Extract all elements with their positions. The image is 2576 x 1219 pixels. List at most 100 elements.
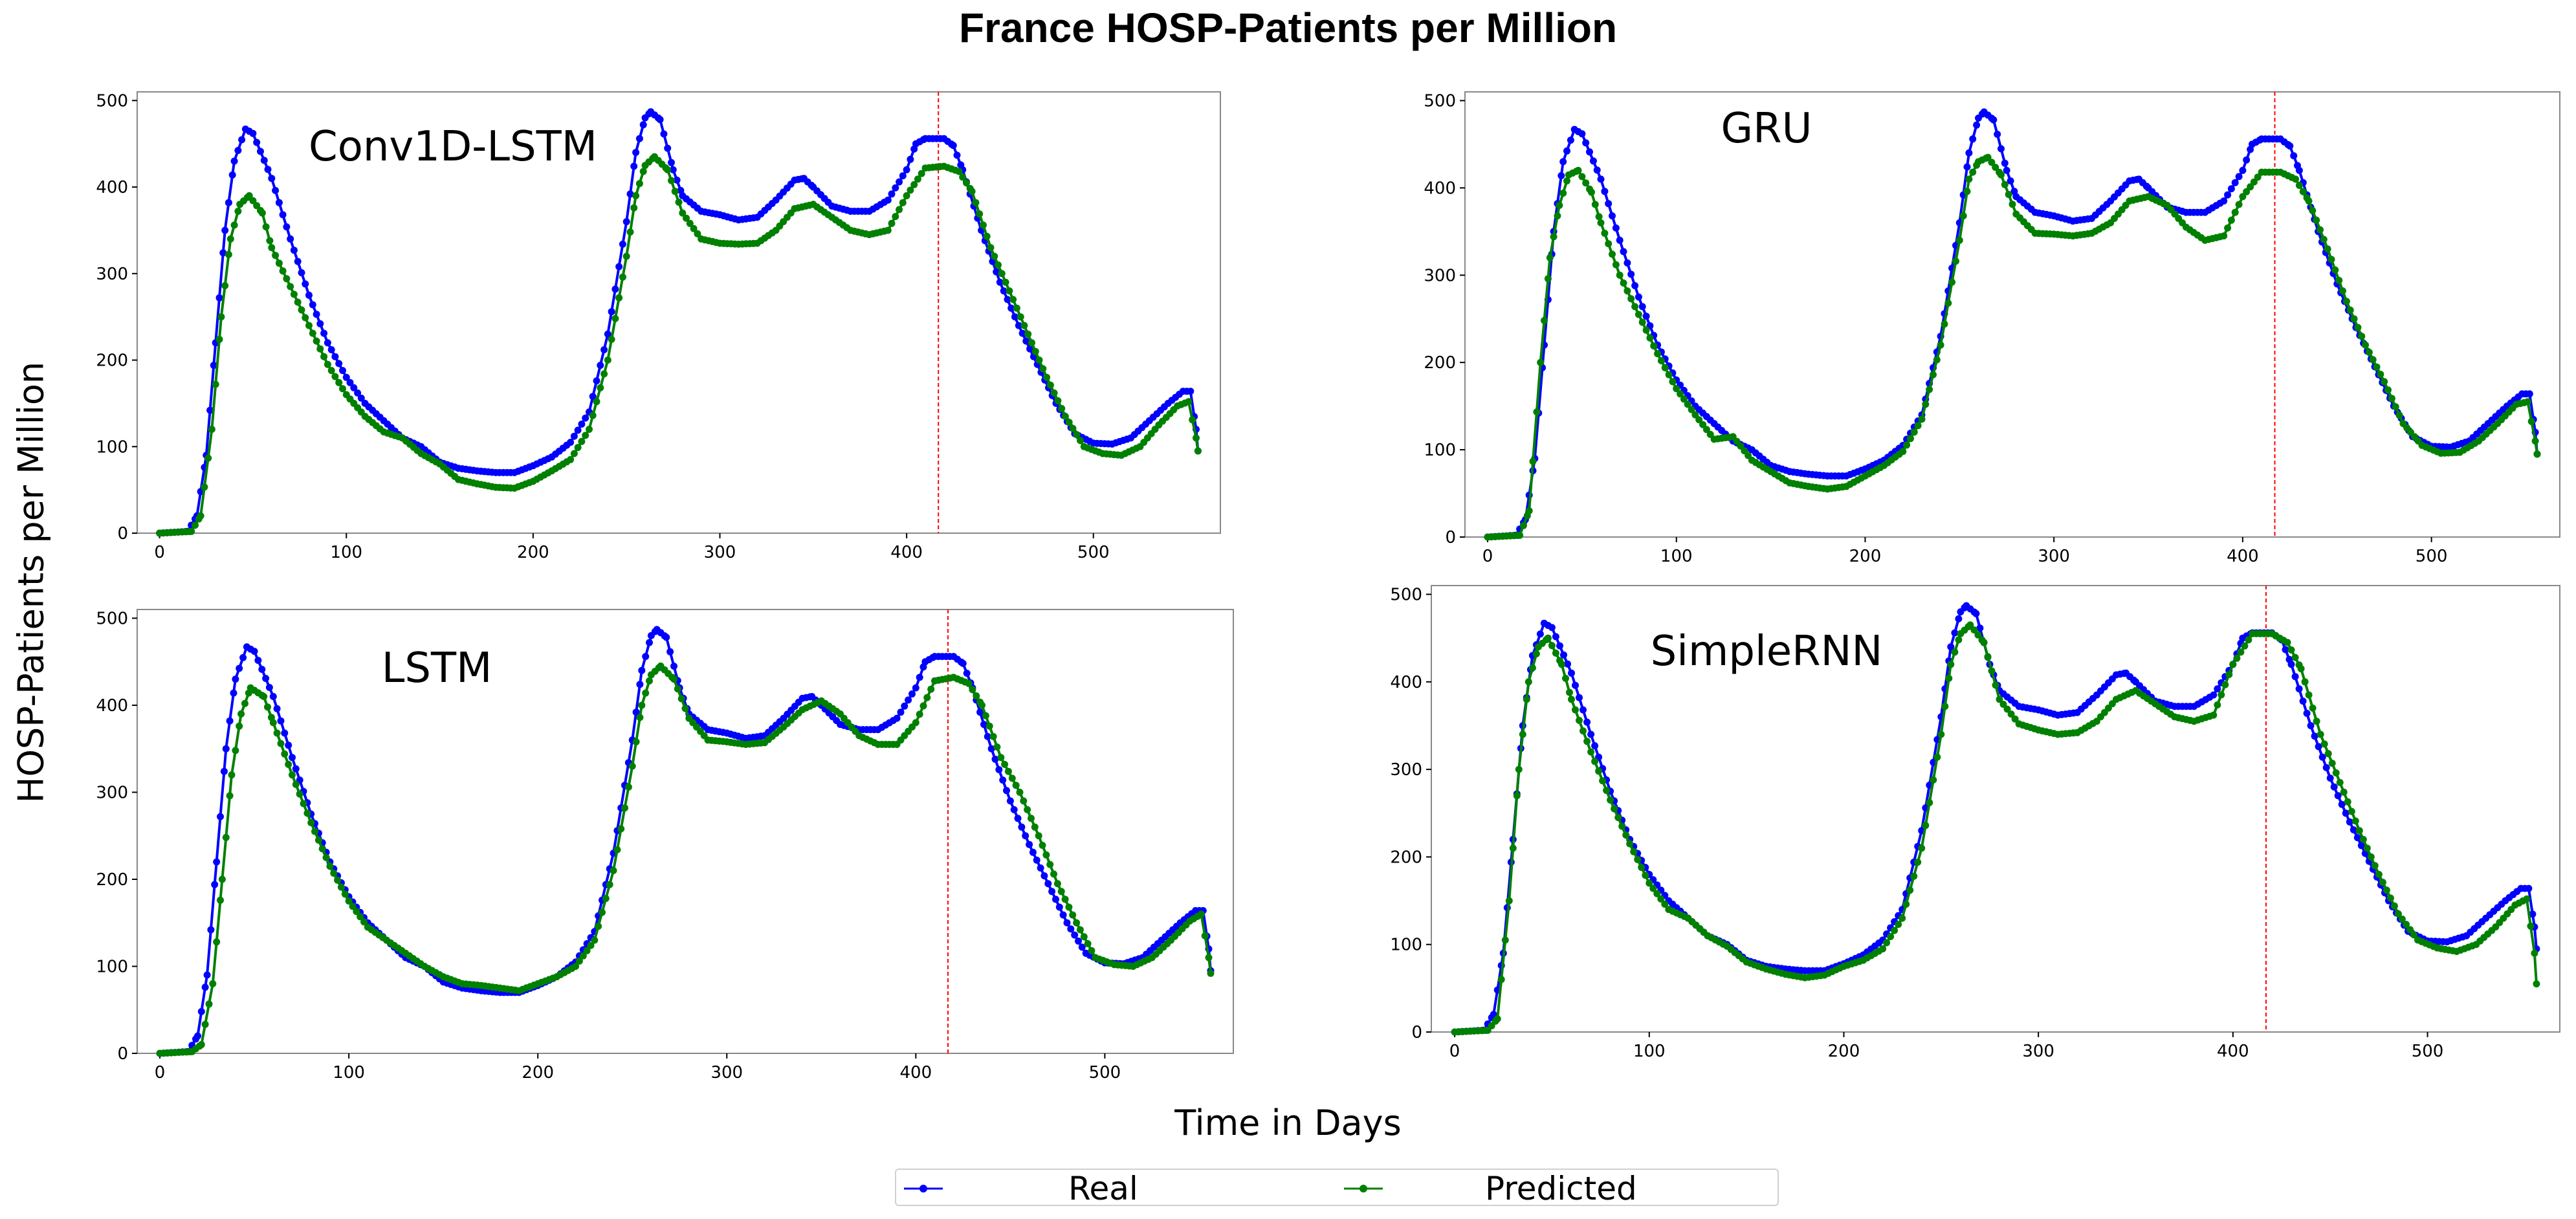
conv1d-lstm-predicted-point	[597, 384, 604, 391]
simplernn-real-point	[2342, 809, 2350, 817]
gru-predicted-point	[2235, 201, 2243, 208]
simplernn-real-point	[2326, 774, 2334, 782]
conv1d-lstm-predicted-point	[226, 235, 234, 243]
conv1d-lstm-predicted-point	[976, 210, 984, 218]
conv1d-lstm-real-point	[630, 162, 638, 170]
simplernn-panel-title: SimpleRNN	[1651, 628, 1883, 675]
subplot-simplernn: 0 100 200 300 400 500 0 100 200 300 400 500 SimpleRN…	[1390, 585, 2560, 1061]
conv1d-lstm-predicted-point	[622, 252, 630, 260]
gru-predicted-point	[1601, 230, 1609, 237]
lstm-predicted-point	[260, 693, 268, 700]
gru-predicted-point	[1948, 278, 1956, 286]
lstm-panel-title: LSTM	[382, 644, 492, 692]
gru-predicted-point	[2533, 450, 2541, 458]
gru-predicted-point	[2354, 324, 2362, 331]
conv1d-lstm-predicted-point	[619, 273, 626, 281]
simplernn-predicted-point	[2527, 922, 2535, 930]
gru-real-point	[1589, 157, 1597, 165]
conv1d-lstm-plot-frame	[137, 91, 1221, 534]
conv1d-lstm-predicted-point	[1013, 304, 1020, 312]
conv1d-lstm-predicted-point	[1073, 431, 1081, 439]
conv1d-lstm-predicted-point	[272, 252, 280, 259]
lstm-real-point	[1075, 938, 1082, 945]
lstm-real-point	[262, 675, 270, 682]
conv1d-lstm-panel-title: Conv1D-LSTM	[309, 123, 597, 171]
simplernn-real-point	[1572, 681, 1579, 689]
conv1d-lstm-real-point	[615, 263, 623, 270]
gru-predicted-point	[1650, 342, 1658, 350]
conv1d-lstm-predicted-point	[608, 336, 615, 343]
gru-real-point	[2239, 166, 2247, 174]
gru-real-point	[2290, 152, 2298, 160]
conv1d-lstm-predicted-point	[339, 385, 346, 393]
simplernn-real-point	[2282, 646, 2289, 653]
simplernn-xtick-label: 0	[1449, 1042, 1460, 1061]
figure-title: France HOSP-Patients per Million	[958, 5, 1618, 51]
simplernn-predicted-point	[1622, 831, 1630, 839]
simplernn-predicted-point	[2291, 653, 2299, 661]
gru-real-point	[1582, 139, 1590, 147]
conv1d-lstm-real-point	[567, 439, 575, 446]
conv1d-lstm-predicted-point	[316, 345, 324, 353]
gru-predicted-point	[2339, 287, 2346, 295]
conv1d-lstm-predicted-point	[635, 180, 643, 188]
gru-predicted-point	[1930, 371, 1937, 379]
simplernn-predicted-point	[1974, 631, 1982, 639]
conv1d-lstm-real-point	[354, 389, 362, 397]
conv1d-lstm-real-point	[660, 130, 668, 138]
conv1d-lstm-real-point	[313, 311, 320, 318]
lstm-predicted-point	[217, 896, 224, 904]
gru-ytick-label: 400	[1424, 179, 1456, 198]
simplernn-predicted-point	[2531, 949, 2538, 957]
gru-xtick-label: 100	[1660, 547, 1693, 566]
conv1d-lstm-ytick-label: 300	[96, 265, 128, 284]
gru-predicted-point	[2305, 197, 2313, 205]
gru-predicted-point	[2392, 403, 2399, 411]
lstm-predicted-point	[228, 771, 236, 779]
conv1d-lstm-predicted-point	[1028, 339, 1035, 347]
conv1d-lstm-real-point	[949, 142, 957, 149]
lstm-predicted-point	[1020, 797, 1028, 805]
simplernn-predicted-point	[1649, 884, 1657, 892]
conv1d-lstm-real-point	[294, 258, 302, 265]
simplernn-real-point	[1560, 651, 1567, 659]
conv1d-lstm-predicted-point	[331, 373, 339, 380]
gru-predicted-point	[2377, 371, 2384, 378]
lstm-real-point	[230, 689, 237, 697]
lstm-real-point	[213, 858, 221, 866]
gru-predicted-point	[1944, 300, 1952, 307]
gru-real-point	[1969, 135, 1977, 143]
lstm-predicted-point	[1084, 940, 1092, 947]
gru-xtick-label: 400	[2227, 547, 2259, 566]
conv1d-lstm-predicted-point	[570, 450, 578, 457]
simplernn-predicted-point	[1941, 703, 1949, 710]
conv1d-lstm-real-point	[619, 240, 626, 248]
lstm-predicted-point	[602, 895, 610, 903]
gru-predicted-point	[2231, 208, 2239, 216]
conv1d-lstm-real-point	[264, 166, 272, 173]
conv1d-lstm-predicted-point	[253, 202, 261, 210]
conv1d-lstm-real-point	[903, 166, 910, 173]
conv1d-lstm-real-point	[899, 172, 907, 180]
gru-predicted-point	[1984, 153, 1992, 161]
simplernn-predicted-point	[1984, 653, 1992, 661]
simplernn-real-point	[1552, 633, 1559, 641]
lstm-predicted-point	[1065, 903, 1073, 911]
conv1d-lstm-real-point	[1000, 287, 1007, 295]
conv1d-lstm-predicted-point	[987, 244, 995, 252]
conv1d-lstm-predicted-point	[604, 357, 611, 364]
lstm-real-point	[1048, 888, 1056, 895]
lstm-real-point	[901, 702, 908, 710]
gru-predicted-point	[2369, 356, 2377, 364]
lstm-real-point	[984, 732, 991, 740]
gru-predicted-point	[2320, 236, 2328, 243]
lstm-predicted-point	[985, 722, 993, 730]
gru-predicted-point	[1529, 457, 1537, 465]
lstm-predicted-point	[1008, 774, 1016, 782]
lstm-predicted-point	[226, 792, 234, 800]
conv1d-lstm-real-point	[324, 339, 331, 347]
simplernn-real-point	[2311, 732, 2318, 740]
conv1d-lstm-predicted-point	[1069, 424, 1077, 432]
gru-real-point	[1965, 149, 1973, 157]
simplernn-ytick-label: 400	[1390, 673, 1422, 692]
